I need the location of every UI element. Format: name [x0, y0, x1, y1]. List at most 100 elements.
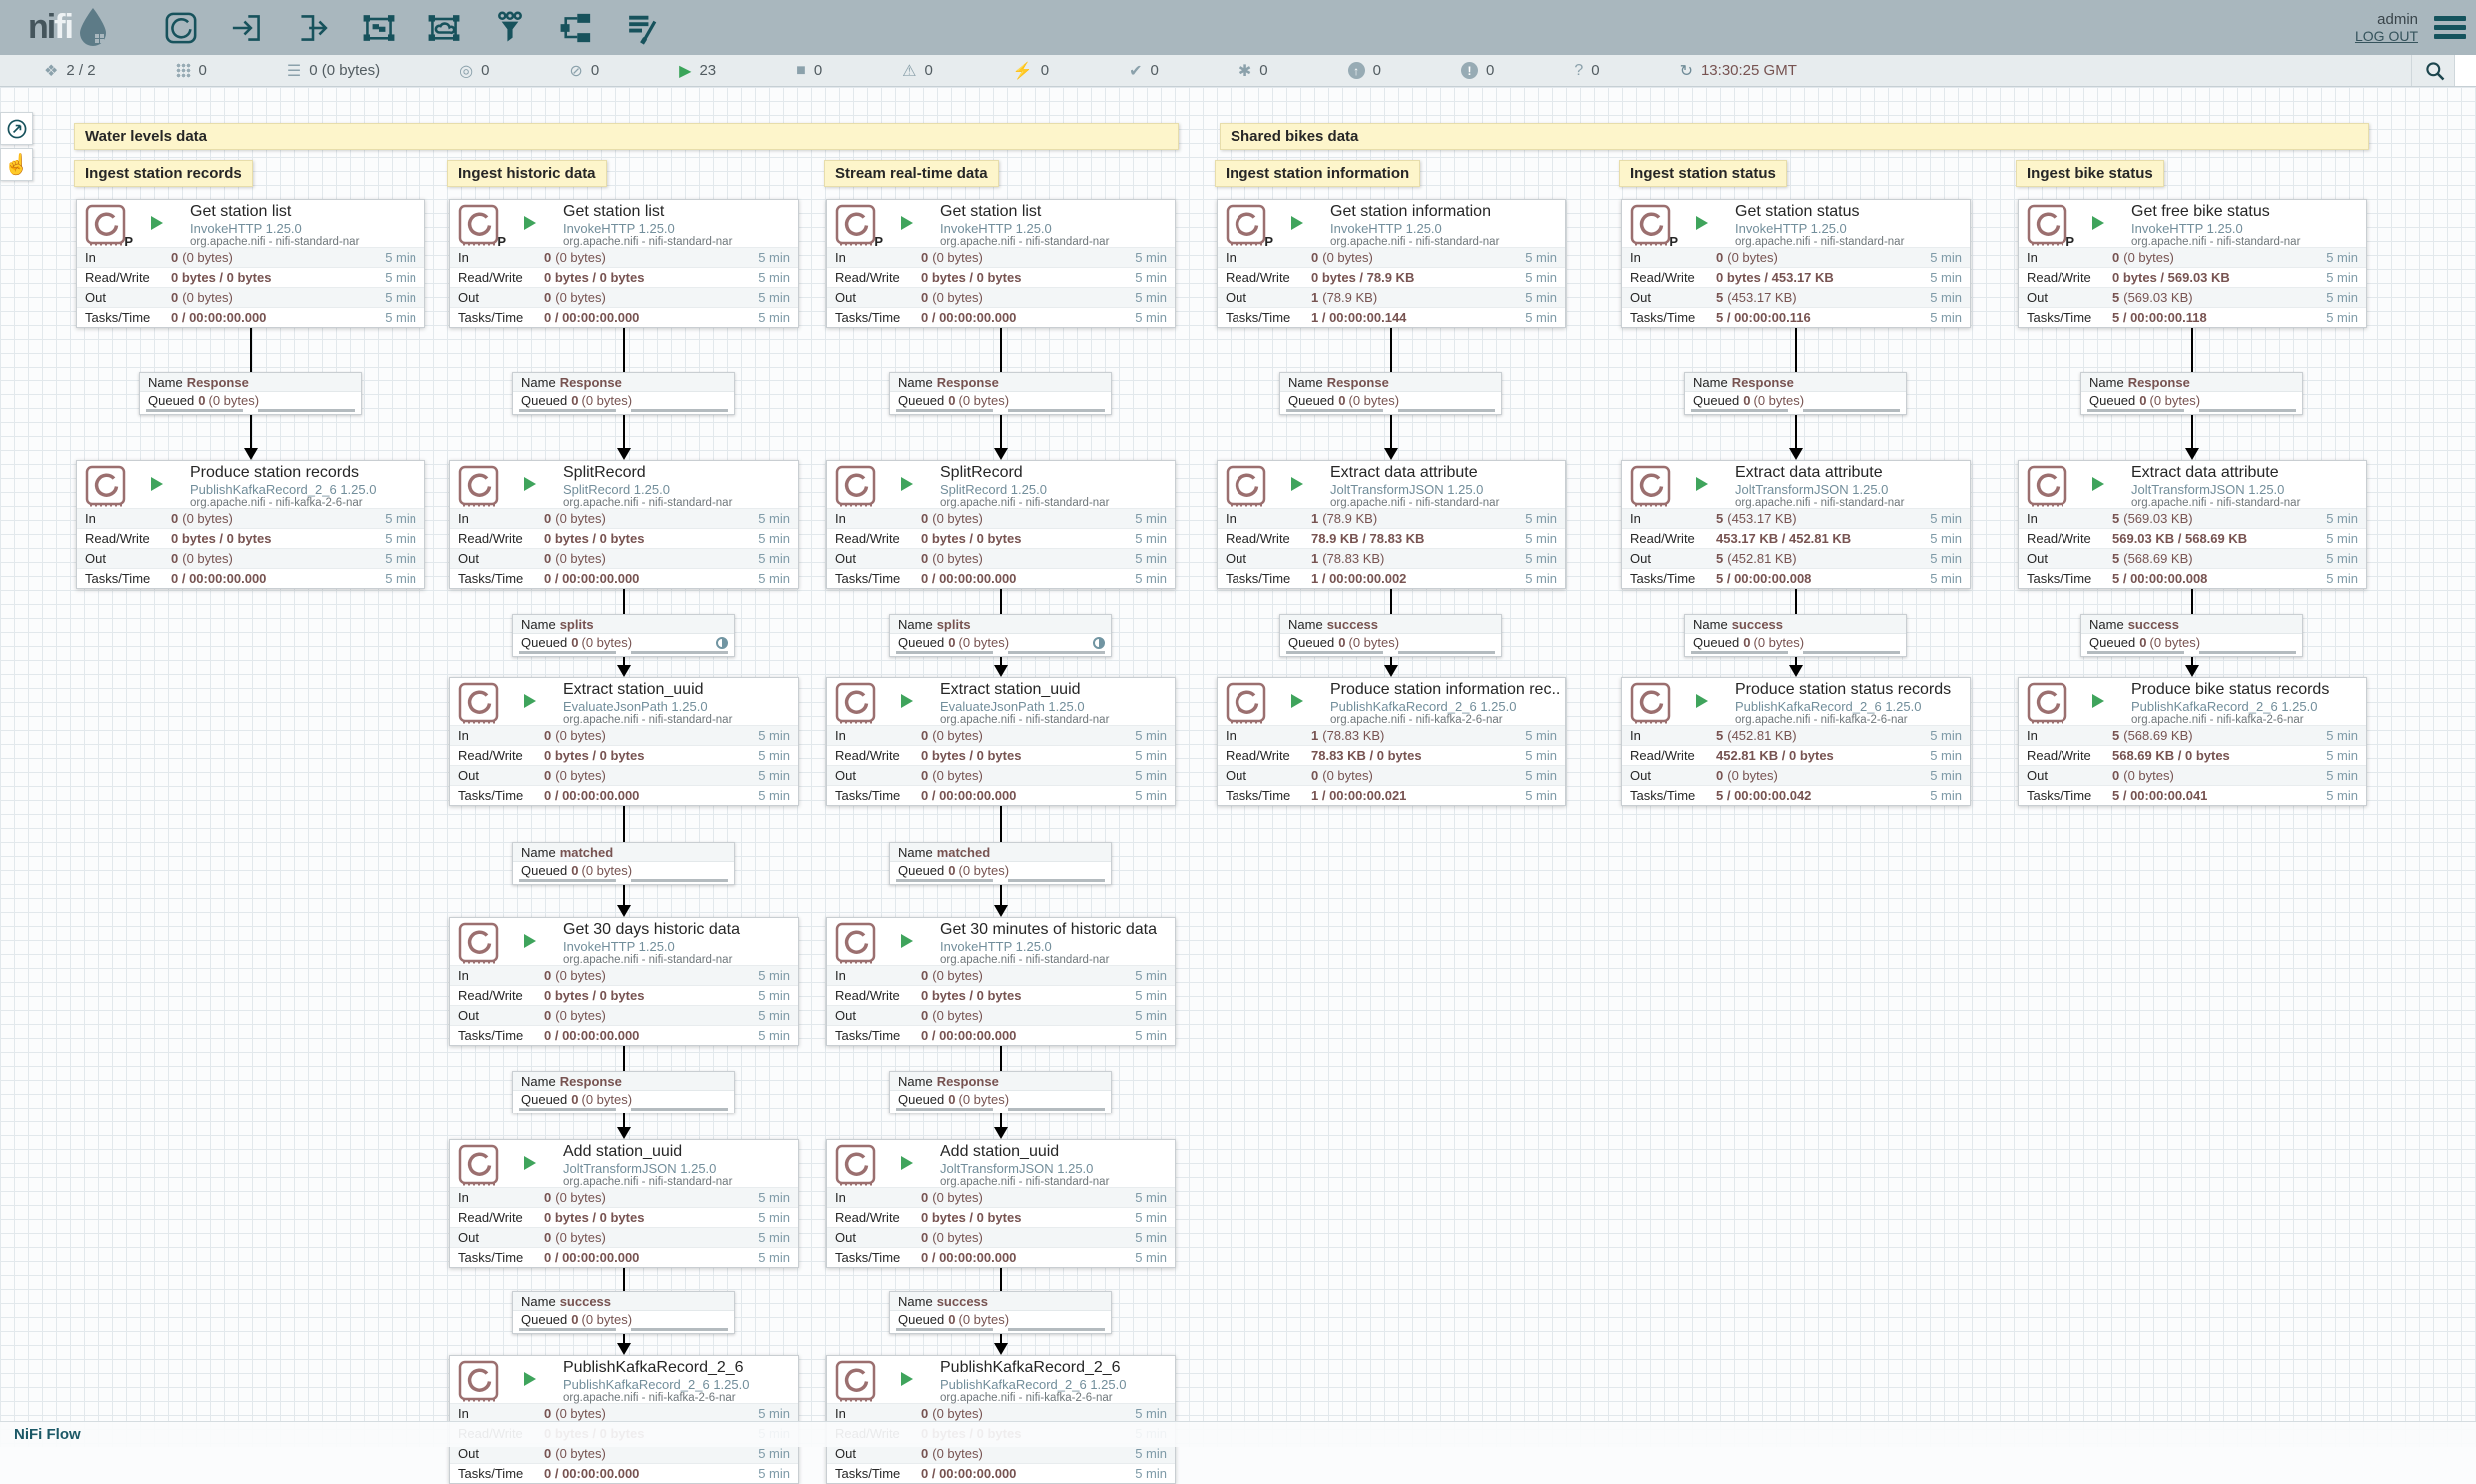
processor-name: Get station list — [190, 203, 418, 221]
funnel-toolbar-icon[interactable] — [489, 7, 531, 49]
not-transmitting-icon: ⊘ — [569, 61, 582, 81]
processor-bundle: org.apache.nifi - nifi-kafka-2-6-nar — [190, 497, 418, 510]
stat-row: In 0(0 bytes) 5 min — [450, 508, 798, 528]
stat-label: Out — [2027, 551, 2112, 566]
operate-palette-button[interactable]: ☝ — [0, 148, 33, 181]
processor[interactable]: P Add station_uuid JoltTransformJSON 1.2… — [826, 1139, 1176, 1268]
processor[interactable]: P Extract station_uuid EvaluateJsonPath … — [826, 677, 1176, 806]
connection-queued-key: Queued — [521, 1312, 567, 1327]
group-label[interactable]: Water levels data — [74, 123, 1179, 150]
column-label[interactable]: Ingest station records — [74, 160, 253, 187]
queued-count: 0 — [948, 863, 955, 878]
queue-percent-bar — [896, 1108, 993, 1111]
processor[interactable]: P Extract data attribute JoltTransformJS… — [2018, 460, 2367, 589]
stat-label: Out — [2027, 768, 2112, 783]
stat-window: 5 min — [1525, 310, 1557, 325]
stat-window: 5 min — [1525, 748, 1557, 763]
processor-name: Get free bike status — [2131, 203, 2360, 221]
stat-label: Read/Write — [458, 988, 544, 1003]
processor-toolbar-icon[interactable] — [160, 7, 202, 49]
processor[interactable]: P Extract data attribute JoltTransformJS… — [1217, 460, 1566, 589]
running-state-icon — [901, 1372, 913, 1386]
processor[interactable]: P Get free bike status InvokeHTTP 1.25.0… — [2018, 199, 2367, 328]
search-button[interactable] — [2411, 55, 2454, 86]
label-toolbar-icon[interactable] — [621, 7, 663, 49]
stat-row: Out 0(0 bytes) 5 min — [827, 765, 1175, 785]
stat-value: 0 — [921, 728, 928, 743]
processor[interactable]: P Get 30 minutes of historic data Invoke… — [826, 917, 1176, 1046]
processor[interactable]: P SplitRecord SplitRecord 1.25.0 org.apa… — [826, 460, 1176, 589]
stat-value: 0 bytes / 0 bytes — [544, 270, 644, 285]
processor[interactable]: P Produce station records PublishKafkaRe… — [76, 460, 425, 589]
processor[interactable]: P Get station list InvokeHTTP 1.25.0 org… — [76, 199, 425, 328]
processor-name: SplitRecord — [940, 464, 1169, 482]
processor[interactable]: P PublishKafkaRecord_2_6 PublishKafkaRec… — [449, 1355, 799, 1484]
processor[interactable]: P Get station status InvokeHTTP 1.25.0 o… — [1621, 199, 1971, 328]
stat-value: 1 / 00:00:00.002 — [1311, 571, 1406, 586]
processor[interactable]: P Get station list InvokeHTTP 1.25.0 org… — [826, 199, 1176, 328]
stat-row: Read/Write 78.9 KB / 78.83 KB 5 min — [1218, 528, 1565, 548]
stat-row: Out 5(452.81 KB) 5 min — [1622, 548, 1970, 568]
stat-label: Out — [458, 1230, 544, 1245]
stat-label: In — [458, 1190, 544, 1205]
group-label[interactable]: Shared bikes data — [1220, 123, 2369, 150]
refresh-icon[interactable]: ↻ — [1680, 61, 1693, 81]
navigate-palette-button[interactable] — [0, 112, 33, 145]
output-port-toolbar-icon[interactable] — [292, 7, 334, 49]
stat-row: Tasks/Time 0 / 00:00:00.000 5 min — [77, 568, 424, 588]
queue-percent-bar — [519, 409, 616, 412]
processor[interactable]: P Add station_uuid JoltTransformJSON 1.2… — [449, 1139, 799, 1268]
processor[interactable]: P PublishKafkaRecord_2_6 PublishKafkaRec… — [826, 1355, 1176, 1484]
processor-name: Add station_uuid — [940, 1143, 1169, 1161]
column-label[interactable]: Ingest station status — [1619, 160, 1787, 187]
connection-queued-key: Queued — [2089, 393, 2135, 408]
stat-label: Tasks/Time — [1630, 788, 1716, 803]
process-group-toolbar-icon[interactable] — [358, 7, 400, 49]
stat-row: Read/Write 0 bytes / 0 bytes 5 min — [77, 267, 424, 287]
stat-window: 5 min — [385, 551, 416, 566]
column-label[interactable]: Ingest historic data — [447, 160, 607, 187]
processor[interactable]: P SplitRecord SplitRecord 1.25.0 org.apa… — [449, 460, 799, 589]
processor[interactable]: P Get station information InvokeHTTP 1.2… — [1217, 199, 1566, 328]
processor[interactable]: P Get station list InvokeHTTP 1.25.0 org… — [449, 199, 799, 328]
processor[interactable]: P Produce bike status records PublishKaf… — [2018, 677, 2367, 806]
stat-value: 5 — [1716, 290, 1723, 305]
column-label[interactable]: Ingest bike status — [2016, 160, 2164, 187]
connection-queued-key: Queued — [148, 393, 194, 408]
input-port-toolbar-icon[interactable] — [226, 7, 268, 49]
processor[interactable]: P Extract station_uuid EvaluateJsonPath … — [449, 677, 799, 806]
processor[interactable]: P Extract data attribute JoltTransformJS… — [1621, 460, 1971, 589]
template-toolbar-icon[interactable] — [555, 7, 597, 49]
transmitting-icon: ◎ — [459, 61, 473, 81]
flow-canvas[interactable]: ☝ Water levels data Shared bikes data Inge… — [0, 87, 2476, 1447]
breadcrumb[interactable]: NiFi Flow — [14, 1426, 81, 1443]
column-label[interactable]: Stream real-time data — [824, 160, 999, 187]
processor-type: JoltTransformJSON 1.25.0 — [1735, 482, 1964, 497]
processor[interactable]: P Produce station information rec... Pub… — [1217, 677, 1566, 806]
processor[interactable]: P Get 30 days historic data InvokeHTTP 1… — [449, 917, 799, 1046]
processor-header: P PublishKafkaRecord_2_6 PublishKafkaRec… — [827, 1356, 1175, 1403]
processor-type: PublishKafkaRecord_2_6 1.25.0 — [190, 482, 418, 497]
column-label[interactable]: Ingest station information — [1215, 160, 1420, 187]
logout-link[interactable]: LOG OUT — [2355, 28, 2418, 44]
remote-process-group-toolbar-icon[interactable] — [423, 7, 465, 49]
processor[interactable]: P Produce station status records Publish… — [1621, 677, 1971, 806]
global-menu-icon[interactable] — [2434, 16, 2466, 39]
